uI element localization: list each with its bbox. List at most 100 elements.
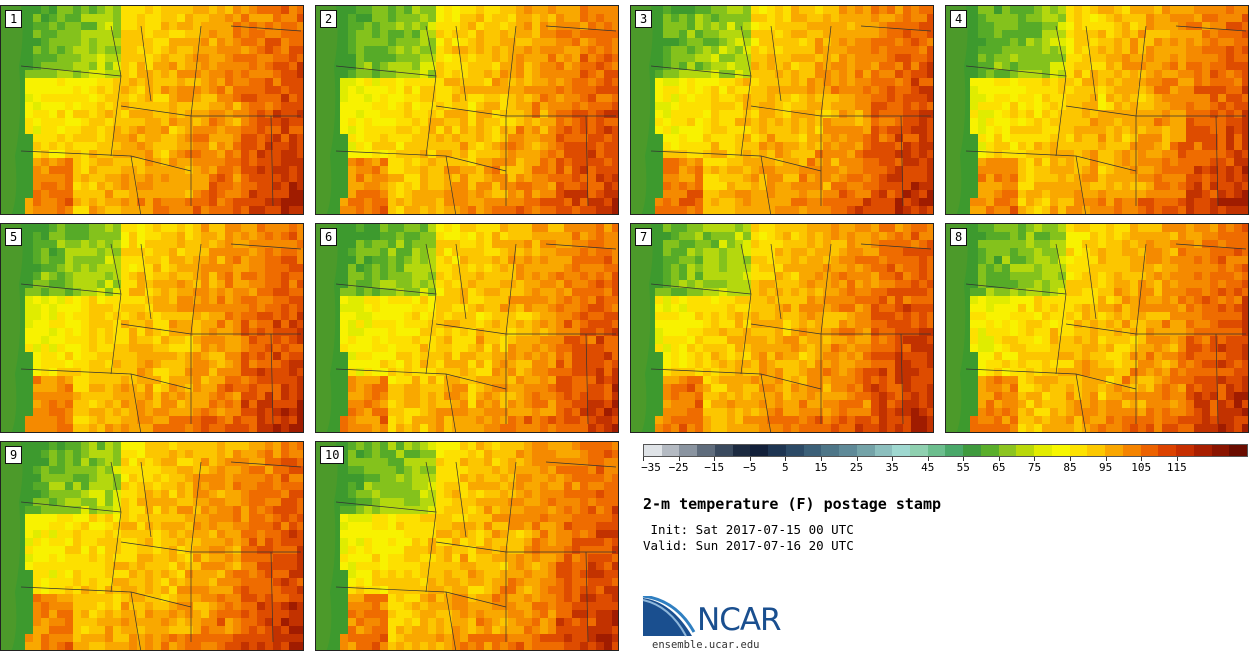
- colorbar-segment-13: [874, 445, 893, 456]
- stamp-member-label: 5: [5, 228, 23, 246]
- colorbar-segment-17: [945, 445, 964, 456]
- colorbar-segment-7: [768, 445, 786, 456]
- colorbar-segment-24: [1069, 445, 1088, 456]
- colorbar-tick-mark: [892, 457, 894, 461]
- colorbar-segment-23: [1051, 445, 1070, 456]
- stamp-panel-1: 1: [0, 5, 304, 215]
- colorbar-segment-27: [1122, 445, 1141, 456]
- colorbar-segment-30: [1176, 445, 1194, 456]
- stamp-panel-8: 8: [945, 223, 1249, 433]
- colorbar-tick-mark: [1141, 457, 1143, 461]
- colorbar-segment-2: [679, 445, 698, 456]
- colorbar-tick-label: 15: [814, 461, 828, 474]
- ncar-logo-swoosh-icon: [642, 596, 696, 637]
- colorbar-segment-11: [839, 445, 857, 456]
- stamp-member-label: 2: [320, 10, 338, 28]
- colorbar-tick-mark: [998, 457, 1000, 461]
- stamp-member-label: 1: [5, 10, 23, 28]
- stamp-panel-2: 2: [315, 5, 619, 215]
- stamp-member-label: 6: [320, 228, 338, 246]
- colorbar-tick-mark: [820, 457, 822, 461]
- figure-title: 2-m temperature (F) postage stamp: [643, 495, 942, 513]
- colorbar-segment-19: [980, 445, 999, 456]
- colorbar-segment-28: [1140, 445, 1159, 456]
- colorbar-segment-1: [661, 445, 680, 456]
- colorbar-segment-31: [1193, 445, 1212, 456]
- colorbar-segment-21: [1016, 445, 1035, 456]
- stamp-member-label: 7: [635, 228, 653, 246]
- temperature-field-map: [631, 6, 933, 214]
- colorbar-segment-3: [697, 445, 715, 456]
- colorbar-tick-label: 25: [849, 461, 864, 474]
- stamp-member-label: 10: [320, 446, 345, 464]
- colorbar-tick-mark: [749, 457, 751, 461]
- colorbar-tick-label: 115: [1166, 461, 1187, 474]
- colorbar-tick-mark: [1034, 457, 1036, 461]
- colorbar-segment-20: [998, 445, 1017, 456]
- colorbar-segment-33: [1229, 445, 1247, 456]
- colorbar-tick-mark: [1105, 457, 1107, 461]
- stamp-panel-3: 3: [630, 5, 934, 215]
- colorbar-segment-0: [644, 445, 662, 456]
- colorbar-tick-mark: [963, 457, 965, 461]
- stamp-panel-10: 10: [315, 441, 619, 651]
- colorbar-tick-label: −15: [704, 461, 725, 474]
- temperature-colorbar: [643, 444, 1248, 457]
- init-time-label: Init: Sat 2017-07-15 00 UTC: [643, 522, 854, 537]
- temperature-field-map: [1, 224, 303, 432]
- stamp-panel-4: 4: [945, 5, 1249, 215]
- stamp-panel-7: 7: [630, 223, 934, 433]
- colorbar-tick-label: 45: [921, 461, 935, 474]
- site-url: ensemble.ucar.edu: [652, 639, 760, 651]
- colorbar-tick-label: 5: [782, 461, 789, 474]
- colorbar-segment-4: [714, 445, 733, 456]
- temperature-field-map: [631, 224, 933, 432]
- colorbar-tick-label: 35: [885, 461, 899, 474]
- colorbar-tick-label: 75: [1027, 461, 1042, 474]
- temperature-field-map: [316, 224, 618, 432]
- colorbar-segment-32: [1211, 445, 1230, 456]
- temperature-field-map: [1, 6, 303, 214]
- colorbar-segment-26: [1105, 445, 1123, 456]
- colorbar-segment-6: [750, 445, 769, 456]
- stamp-member-label: 8: [950, 228, 968, 246]
- colorbar-segment-15: [910, 445, 928, 456]
- colorbar-tick-mark: [856, 457, 858, 461]
- temperature-field-map: [1, 442, 303, 650]
- colorbar-tick-mark: [1070, 457, 1072, 461]
- colorbar-tick-label: −5: [743, 461, 757, 474]
- colorbar-segment-14: [892, 445, 911, 456]
- temperature-field-map: [316, 442, 618, 650]
- temperature-field-map: [946, 224, 1248, 432]
- temperature-field-map: [946, 6, 1248, 214]
- colorbar-tick-label: 65: [992, 461, 1006, 474]
- colorbar-segment-22: [1034, 445, 1052, 456]
- colorbar-segment-29: [1158, 445, 1177, 456]
- colorbar-tick-label: 85: [1063, 461, 1077, 474]
- colorbar-segment-16: [927, 445, 946, 456]
- valid-time-label: Valid: Sun 2017-07-16 20 UTC: [643, 538, 854, 553]
- colorbar-segment-12: [856, 445, 875, 456]
- colorbar-tick-mark: [643, 457, 644, 461]
- colorbar-tick-label: 55: [956, 461, 970, 474]
- stamp-member-label: 4: [950, 10, 968, 28]
- colorbar-tick-labels: −35 −25 −15 −5 5 15 25 35 45 55 65 75 85 95 105 115: [641, 457, 1248, 477]
- colorbar-tick-label: 95: [1099, 461, 1113, 474]
- stamp-panel-5: 5: [0, 223, 304, 433]
- colorbar-tick-mark: [927, 457, 929, 461]
- stamp-member-label: 3: [635, 10, 653, 28]
- temperature-field-map: [316, 6, 618, 214]
- colorbar-segment-25: [1087, 445, 1106, 456]
- colorbar-tick-label: −25: [668, 461, 689, 474]
- colorbar-tick-label: 105: [1131, 461, 1152, 474]
- colorbar-segment-9: [803, 445, 822, 456]
- stamp-panel-9: 9: [0, 441, 304, 651]
- colorbar-tick-label: −35: [641, 461, 661, 474]
- stamp-panel-6: 6: [315, 223, 619, 433]
- colorbar-segment-5: [732, 445, 751, 456]
- stamp-member-label: 9: [5, 446, 23, 464]
- colorbar-segment-18: [963, 445, 981, 456]
- colorbar-segment-10: [821, 445, 840, 456]
- ncar-logo-text: NCAR: [697, 602, 782, 638]
- colorbar-tick-mark: [785, 457, 787, 461]
